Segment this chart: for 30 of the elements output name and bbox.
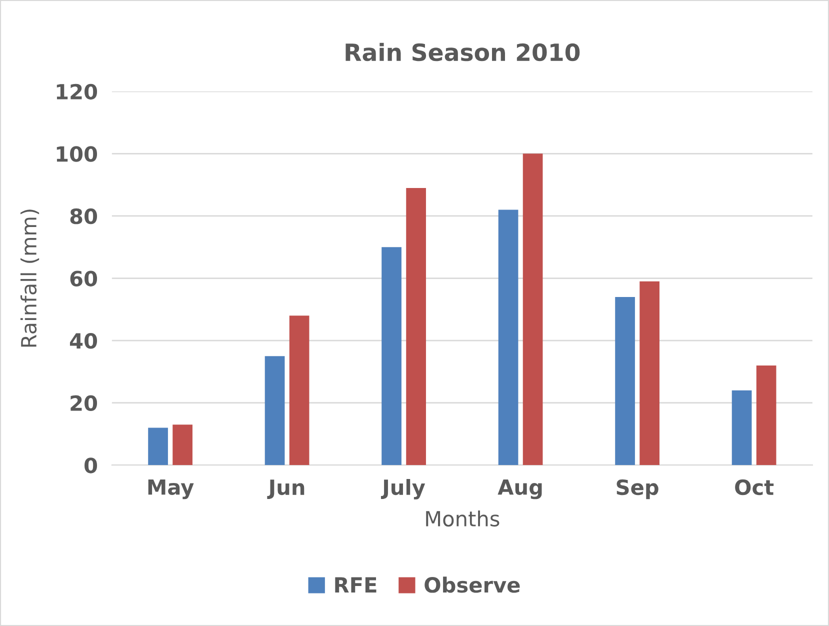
x-tick-label: Sep xyxy=(616,479,658,500)
bar xyxy=(756,365,776,466)
x-tick-label: Oct xyxy=(735,479,774,496)
y-axis-title: Rainfall (mm) xyxy=(20,210,40,347)
y-tick-label: 80 xyxy=(70,208,98,224)
y-tick-label: 0 xyxy=(84,458,98,474)
x-tick-label: Aug xyxy=(498,479,542,500)
bar xyxy=(498,210,518,466)
bar xyxy=(172,424,192,466)
bar xyxy=(148,428,168,466)
x-tick-label: May xyxy=(148,479,194,500)
bar xyxy=(615,296,635,466)
chart-title: Rain Season 2010 xyxy=(346,42,580,62)
bar xyxy=(264,356,285,466)
y-tick-label: 20 xyxy=(70,395,98,412)
legend-label: RFE xyxy=(335,577,376,592)
x-tick-label: Jun xyxy=(267,480,304,500)
x-axis-title: Months xyxy=(426,510,500,527)
y-tick-label: 100 xyxy=(56,146,98,162)
bar xyxy=(640,281,660,466)
x-tick-label: July xyxy=(380,479,426,500)
y-tick-label: 60 xyxy=(70,270,98,286)
bar xyxy=(406,188,426,466)
bar xyxy=(289,316,310,466)
bar xyxy=(732,390,752,466)
legend-label: Observe xyxy=(424,576,520,593)
y-tick-label: 40 xyxy=(70,332,98,349)
bar xyxy=(522,154,543,466)
bar xyxy=(382,247,402,466)
y-tick-label: 120 xyxy=(56,84,98,100)
